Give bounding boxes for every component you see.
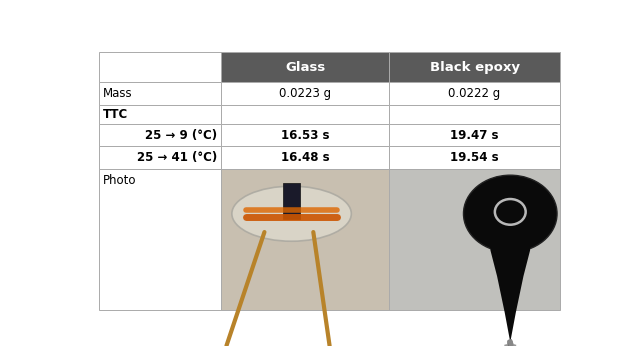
Text: Photo: Photo <box>103 174 136 187</box>
Text: 16.53 s: 16.53 s <box>281 128 329 142</box>
Bar <box>221 146 389 169</box>
Text: 25 → 41 (°C): 25 → 41 (°C) <box>137 151 217 164</box>
Bar <box>389 52 560 82</box>
Ellipse shape <box>232 186 351 241</box>
Bar <box>389 124 560 146</box>
Bar <box>389 82 560 105</box>
Text: 0.0222 g: 0.0222 g <box>448 87 501 100</box>
Bar <box>99 105 221 124</box>
Bar <box>389 105 560 124</box>
Text: 16.48 s: 16.48 s <box>281 151 329 164</box>
Bar <box>99 124 221 146</box>
Bar <box>389 146 560 169</box>
Bar <box>99 82 221 105</box>
Text: 19.54 s: 19.54 s <box>450 151 499 164</box>
Bar <box>283 182 300 219</box>
Text: 19.47 s: 19.47 s <box>450 128 499 142</box>
Bar <box>221 52 389 82</box>
Polygon shape <box>491 214 530 342</box>
Text: 25 → 9 (°C): 25 → 9 (°C) <box>145 128 217 142</box>
Text: Black epoxy: Black epoxy <box>430 61 520 74</box>
Text: Mass: Mass <box>103 87 132 100</box>
Ellipse shape <box>463 175 557 252</box>
Bar <box>221 82 389 105</box>
Text: 0.0223 g: 0.0223 g <box>279 87 331 100</box>
Text: TTC: TTC <box>103 108 128 121</box>
Bar <box>99 169 221 310</box>
Text: Glass: Glass <box>285 61 325 74</box>
Bar <box>99 146 221 169</box>
Bar <box>221 169 389 310</box>
Bar <box>221 124 389 146</box>
Bar <box>389 169 560 310</box>
Bar <box>221 105 389 124</box>
Bar <box>99 52 221 82</box>
